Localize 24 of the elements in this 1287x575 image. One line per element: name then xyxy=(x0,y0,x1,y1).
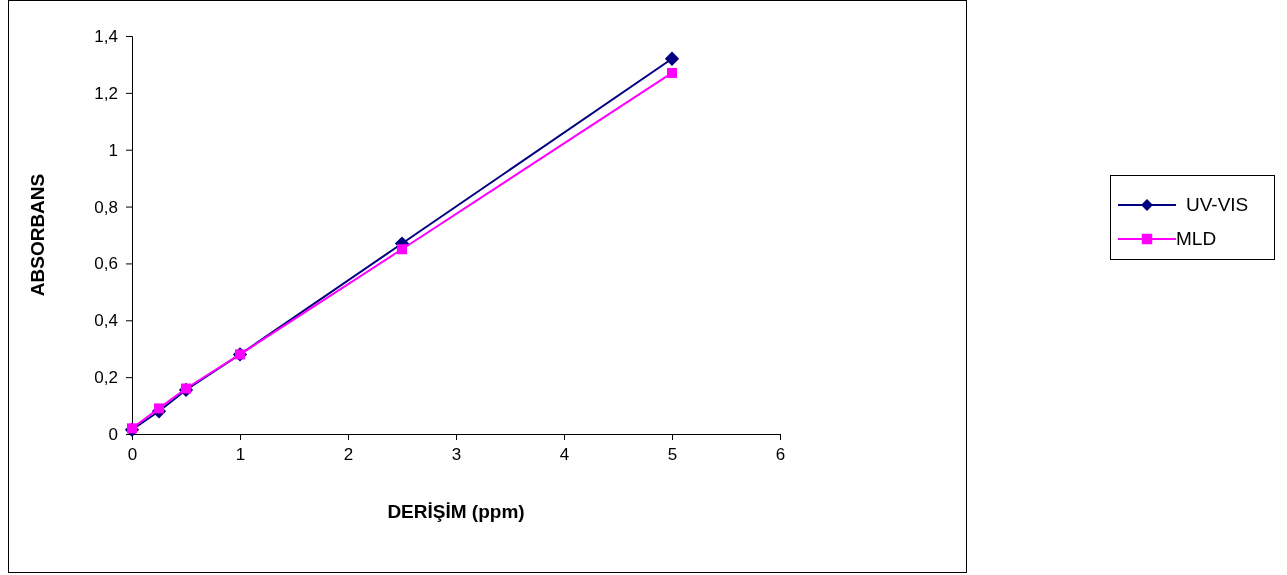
x-tick-label: 6 xyxy=(775,445,786,465)
point xyxy=(397,244,407,255)
y-tick-label: 0,6 xyxy=(94,254,118,274)
x-tick-label: 2 xyxy=(343,445,354,465)
x-axis-title: DERİŞİM (ppm) xyxy=(387,501,525,522)
legend-label: MLD xyxy=(1176,228,1217,249)
point xyxy=(181,383,191,394)
point xyxy=(667,67,677,78)
x-tick-label: 1 xyxy=(235,445,246,465)
y-tick-label: 1,2 xyxy=(94,83,118,103)
legend-label: UV-VIS xyxy=(1186,194,1249,215)
x-tick-label: 0 xyxy=(127,445,138,465)
y-tick-label: 0,8 xyxy=(94,197,118,217)
y-axis-title: ABSORBANS xyxy=(27,173,48,297)
point xyxy=(154,403,164,414)
y-tick-label: 0,2 xyxy=(94,368,118,388)
y-tick-label: 0 xyxy=(108,424,118,444)
y-tick-label: 0,4 xyxy=(94,311,118,331)
x-tick-label: 5 xyxy=(667,445,678,465)
y-tick-label: 1 xyxy=(108,140,118,160)
point xyxy=(664,51,680,66)
y-tick-label: 1,4 xyxy=(94,26,118,46)
x-tick-label: 4 xyxy=(559,445,570,465)
x-tick-label: 3 xyxy=(451,445,462,465)
